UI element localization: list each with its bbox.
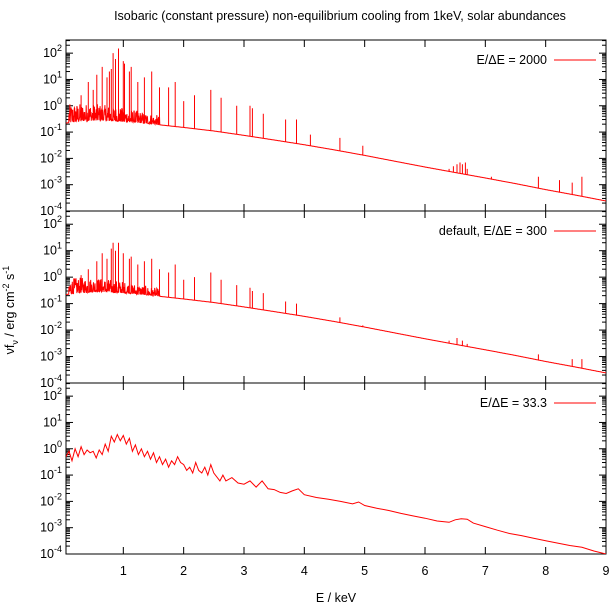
y-axis-label: νfν / erg cm-2 s-1 <box>1 266 20 355</box>
plot-frame <box>65 382 607 555</box>
y-tick-label: 10-2 <box>40 491 62 508</box>
y-tick-label: 10-3 <box>40 347 62 364</box>
legend-label: E/ΔE = 33.3 <box>480 396 547 410</box>
x-tick-label: 2 <box>180 564 187 578</box>
spectrum-line <box>66 242 606 374</box>
panel-3: 102 101 100 10-1 10-2 10-3 10-4 E/ΔE = 33.3 <box>40 382 607 561</box>
y-tick-label: 10-2 <box>40 320 62 337</box>
panel-2: 102 101 100 10-1 10-2 10-3 10-4 default, E/ΔE =… <box>40 210 607 390</box>
spectrum-line <box>66 48 606 202</box>
y-tick-label: 10-3 <box>40 518 62 535</box>
x-tick-label: 8 <box>542 564 549 578</box>
spectrum-line <box>66 433 606 554</box>
y-tick-label: 102 <box>43 386 62 403</box>
y-tick-label: 100 <box>43 96 62 113</box>
legend-label: E/ΔE = 2000 <box>476 53 547 67</box>
y-tick-label: 101 <box>43 241 62 258</box>
y-tick-label: 10-2 <box>40 148 62 165</box>
x-tick-label: 6 <box>422 564 429 578</box>
x-tick-labels: 1 2 3 4 5 6 7 8 9 <box>120 564 610 578</box>
y-tick-label: 10-4 <box>40 544 62 561</box>
x-tick-label: 3 <box>241 564 248 578</box>
y-tick-label: 100 <box>43 267 62 284</box>
y-tick-label: 10-4 <box>40 373 62 390</box>
y-tick-label: 10-3 <box>40 175 62 192</box>
y-tick-label: 100 <box>43 439 62 456</box>
y-tick-label: 102 <box>43 214 62 231</box>
chart-title: Isobaric (constant pressure) non-equilib… <box>114 9 566 23</box>
legend-label: default, E/ΔE = 300 <box>439 224 547 238</box>
y-tick-label: 101 <box>43 412 62 429</box>
y-tick-label: 10-4 <box>40 201 62 218</box>
x-tick-label: 5 <box>361 564 368 578</box>
y-tick-label: 10-1 <box>40 465 62 482</box>
y-tick-label: 102 <box>43 43 62 60</box>
y-tick-label: 101 <box>43 69 62 86</box>
x-tick-label: 1 <box>120 564 127 578</box>
x-tick-label: 4 <box>301 564 308 578</box>
x-tick-label: 9 <box>603 564 610 578</box>
y-tick-label: 10-1 <box>40 122 62 139</box>
panel-1: 102 101 100 10-1 10-2 10-3 10-4 E/ΔE = 2000 <box>40 39 607 218</box>
x-axis-label: E / keV <box>316 591 357 605</box>
x-tick-label: 7 <box>482 564 489 578</box>
y-tick-label: 10-1 <box>40 294 62 311</box>
